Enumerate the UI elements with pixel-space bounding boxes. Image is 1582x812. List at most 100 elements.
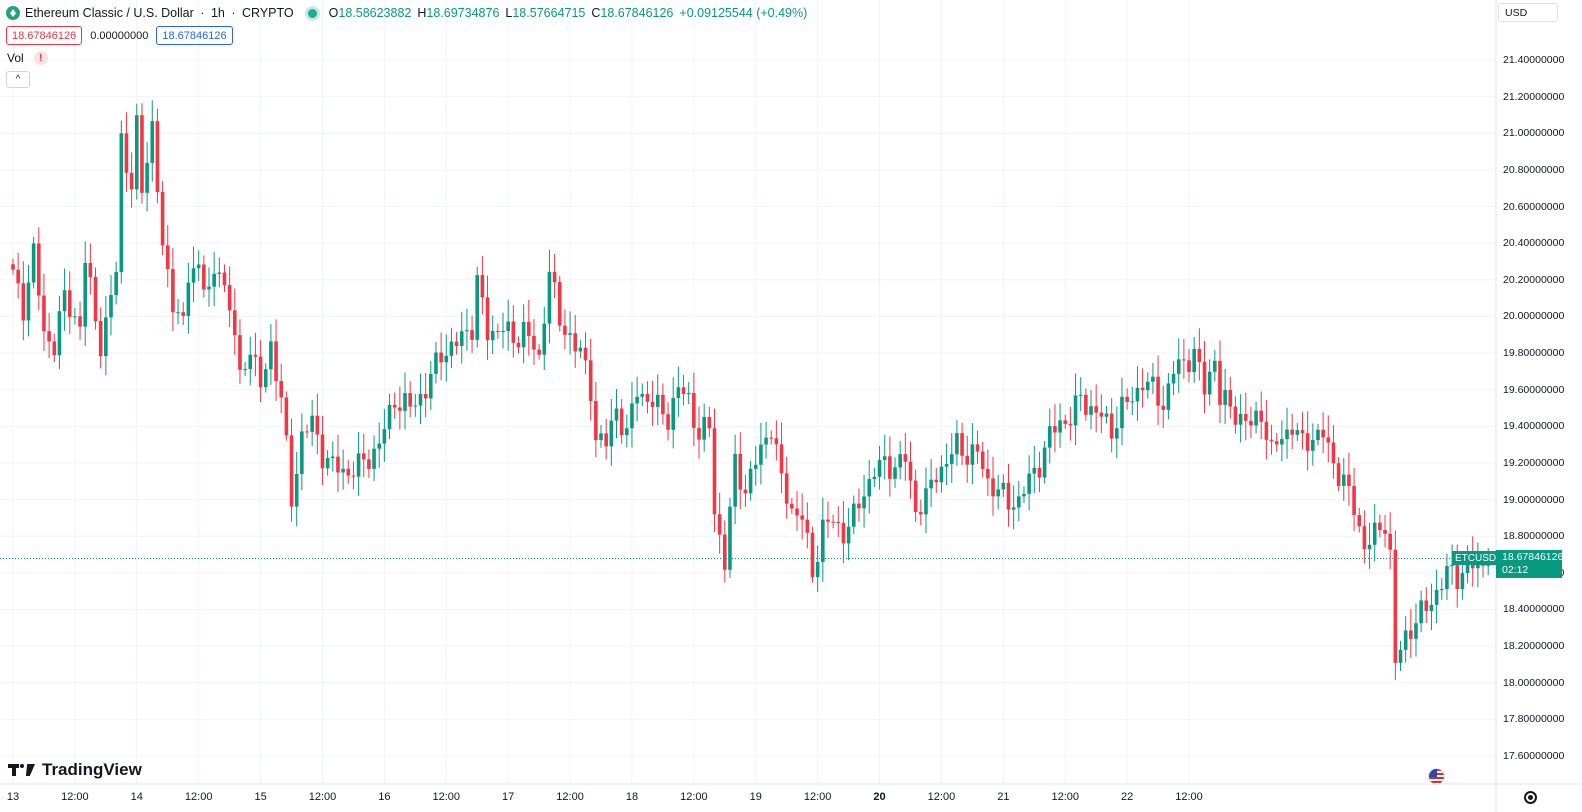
candle xyxy=(702,403,706,452)
tradingview-logo[interactable]: TradingView xyxy=(8,760,142,780)
time-tick-label: 19 xyxy=(749,791,762,803)
currency-selector[interactable]: USD xyxy=(1498,3,1558,22)
candle xyxy=(284,391,289,441)
volume-label[interactable]: Vol xyxy=(7,51,24,65)
candle-body xyxy=(356,453,361,477)
candle-body xyxy=(506,321,510,332)
candle-body xyxy=(1006,482,1011,510)
candle-body xyxy=(330,456,335,459)
candle xyxy=(1125,388,1129,410)
candle xyxy=(104,296,108,376)
ask-price-button[interactable]: 18.67846126 xyxy=(156,26,233,45)
candle-body xyxy=(1476,563,1480,569)
time-tick-label: 12:00 xyxy=(803,791,832,803)
candle-body xyxy=(924,488,928,515)
candle xyxy=(1388,512,1392,570)
candle-body xyxy=(253,354,258,357)
candle xyxy=(815,545,820,593)
collapse-legend-button[interactable]: ^ xyxy=(6,71,30,88)
candle-body xyxy=(1089,406,1093,415)
candle xyxy=(949,433,954,483)
candle xyxy=(609,399,614,466)
candle-body xyxy=(970,444,975,465)
candle xyxy=(527,299,531,356)
candle-body xyxy=(537,349,541,355)
candle xyxy=(88,243,93,295)
candle xyxy=(1383,515,1387,548)
candle-body xyxy=(779,444,784,474)
candle-body xyxy=(52,341,57,356)
candle xyxy=(795,491,799,532)
candle xyxy=(165,225,170,288)
candle-body xyxy=(98,321,103,357)
candle xyxy=(1187,348,1191,383)
candle xyxy=(619,399,624,444)
candle xyxy=(1434,569,1439,624)
candle xyxy=(1156,355,1160,425)
candle-body xyxy=(341,468,345,473)
candle xyxy=(300,413,304,491)
candle-body xyxy=(619,408,624,436)
candle xyxy=(42,273,46,351)
candle xyxy=(1259,391,1264,440)
candle xyxy=(857,488,861,522)
candle-body xyxy=(1017,496,1021,508)
candle-body xyxy=(16,269,20,284)
candle xyxy=(1022,486,1026,504)
us-flag-icon[interactable] xyxy=(1428,768,1445,785)
candle-body xyxy=(655,394,660,407)
candle xyxy=(748,460,753,501)
candle-body xyxy=(738,453,743,490)
candle-body xyxy=(1378,522,1382,531)
candle xyxy=(511,305,516,358)
candle xyxy=(341,449,345,490)
candle-body xyxy=(73,316,77,318)
gear-icon[interactable] xyxy=(1524,791,1537,804)
candle xyxy=(155,108,160,204)
candle-body xyxy=(88,262,93,278)
candle xyxy=(1300,412,1305,450)
candle-body xyxy=(1393,549,1398,663)
candle-body xyxy=(83,262,88,327)
candle xyxy=(1362,510,1367,564)
candle xyxy=(542,306,547,370)
price-tick-label: 19.00000000 xyxy=(1503,493,1565,506)
time-tick-label: 21 xyxy=(997,791,1010,803)
candle xyxy=(310,399,314,447)
candle-body xyxy=(1042,447,1047,478)
candle xyxy=(568,311,572,355)
candle-body xyxy=(1326,437,1331,443)
interval-label[interactable]: 1h xyxy=(210,6,225,20)
candle xyxy=(980,442,985,478)
bid-price-button[interactable]: 18.67846126 xyxy=(6,26,83,45)
candle xyxy=(1073,373,1078,446)
candle-body xyxy=(666,414,670,430)
price-tick-label: 19.40000000 xyxy=(1503,420,1565,433)
symbol-name[interactable]: Ethereum Classic / U.S. Dollar xyxy=(25,6,194,20)
tradingview-logo-icon xyxy=(8,762,38,778)
candle xyxy=(62,268,67,331)
candle-body xyxy=(1078,394,1083,396)
candle xyxy=(134,103,139,200)
bid-ask-panel: 18.67846126 0.00000000 18.67846126 xyxy=(6,26,233,45)
candle xyxy=(490,315,495,355)
candle xyxy=(140,103,144,204)
currency-label: USD xyxy=(1505,6,1528,19)
candle xyxy=(1372,504,1377,562)
candle xyxy=(1460,561,1465,600)
price-tick-label: 17.80000000 xyxy=(1503,713,1565,726)
candle-body xyxy=(583,347,588,361)
candle-body xyxy=(769,437,774,439)
candle xyxy=(1243,392,1248,441)
symbol-title[interactable]: Ethereum Classic / U.S. Dollar · 1h · CR… xyxy=(25,6,294,20)
candle xyxy=(1264,400,1269,460)
candle xyxy=(604,418,608,460)
candle-body xyxy=(702,416,706,440)
warning-icon[interactable]: ! xyxy=(33,51,48,65)
candle-body xyxy=(176,312,180,314)
candle xyxy=(960,422,964,466)
candle xyxy=(1027,455,1031,511)
candle xyxy=(496,323,500,339)
